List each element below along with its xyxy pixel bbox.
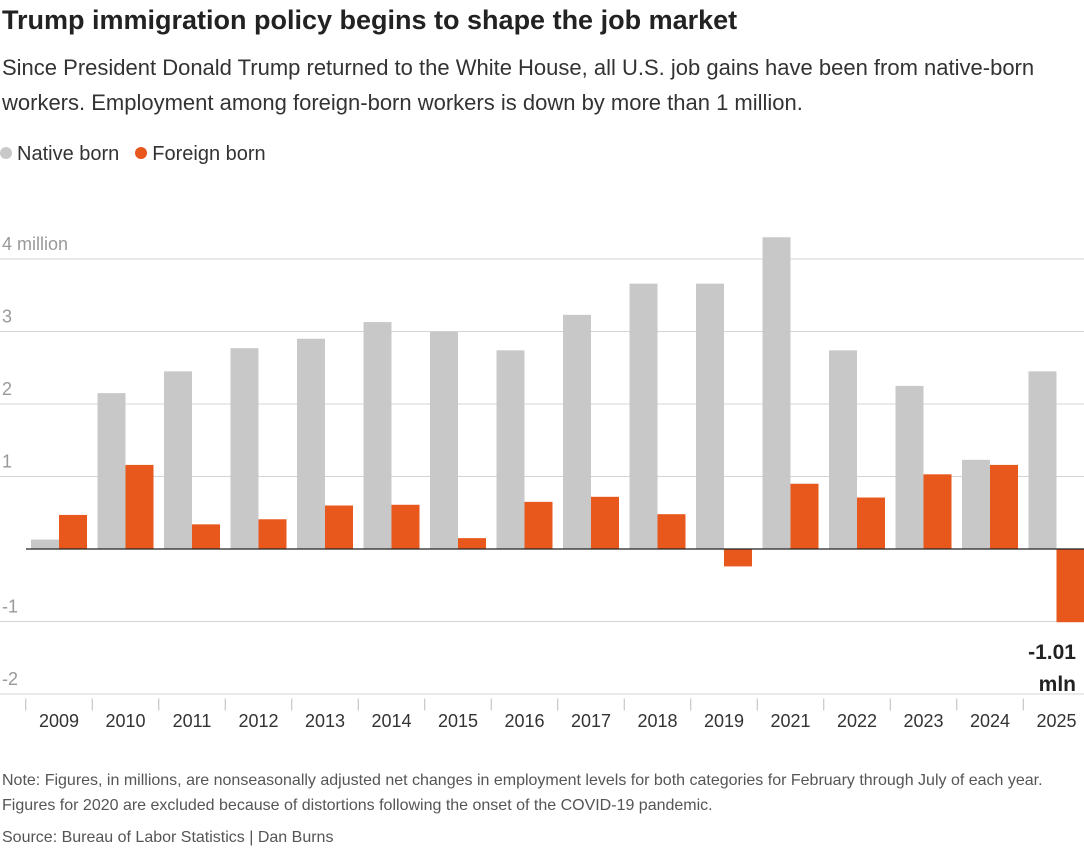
legend-label: Foreign born <box>152 143 266 165</box>
y-tick-label: 1 <box>2 451 12 471</box>
x-tick-label: 2009 <box>39 711 79 731</box>
x-tick-label: 2014 <box>371 711 411 731</box>
bar <box>164 371 192 549</box>
x-tick-label: 2022 <box>837 711 877 731</box>
x-tick-label: 2013 <box>305 711 345 731</box>
x-tick-label: 2012 <box>238 711 278 731</box>
legend: Native born Foreign born <box>0 143 266 166</box>
x-tick-label: 2019 <box>704 711 744 731</box>
x-tick-label: 2015 <box>438 711 478 731</box>
bar <box>297 338 325 549</box>
bar <box>430 331 458 549</box>
bar <box>1056 549 1084 623</box>
y-tick-label: -1 <box>2 596 18 616</box>
bar <box>895 385 924 549</box>
bar <box>857 497 885 549</box>
y-tick-label: -2 <box>2 669 18 689</box>
bar <box>762 237 791 549</box>
bar <box>629 283 658 549</box>
chart-title: Trump immigration policy begins to shape… <box>2 5 738 35</box>
x-tick-label: 2025 <box>1036 711 1076 731</box>
x-tick-label: 2017 <box>571 711 611 731</box>
x-tick-label: 2010 <box>105 711 145 731</box>
chart-subtitle: Since President Donald Trump returned to… <box>2 55 1035 115</box>
bar <box>458 538 486 549</box>
y-tick-label: 3 <box>2 306 12 326</box>
bar <box>59 514 87 549</box>
bar <box>829 350 857 549</box>
bar <box>591 496 619 549</box>
y-tick-label: 4 million <box>2 234 68 254</box>
bar <box>391 504 420 549</box>
bar <box>363 322 392 549</box>
bar <box>962 459 990 549</box>
legend-item: Foreign born <box>135 143 266 166</box>
bar <box>923 474 952 549</box>
x-tick-label: 2016 <box>504 711 544 731</box>
note: Note: Figures, in millions, are nonseaso… <box>2 772 1043 814</box>
bar <box>790 483 819 549</box>
bar <box>563 314 591 549</box>
x-tick-label: 2011 <box>173 711 212 731</box>
bar <box>325 505 353 549</box>
legend-label: Native born <box>17 143 120 165</box>
bar <box>657 514 686 549</box>
bar <box>192 524 220 549</box>
legend-swatch <box>0 147 12 159</box>
x-tick-label: 2023 <box>903 711 943 731</box>
bar <box>724 549 752 567</box>
bar <box>31 539 59 549</box>
bar <box>258 519 287 549</box>
legend-swatch <box>135 147 148 159</box>
bar <box>990 464 1018 549</box>
bar <box>125 464 154 549</box>
y-tick-label: 2 <box>2 379 12 399</box>
legend-item: Native born <box>0 143 119 166</box>
data-label: -1.01 mln <box>1028 641 1076 696</box>
bar <box>524 501 553 549</box>
bar <box>1028 371 1057 549</box>
x-tick-label: 2024 <box>970 711 1010 731</box>
x-tick-label: 2018 <box>637 711 677 731</box>
bar <box>230 348 259 549</box>
bar <box>496 350 525 549</box>
bar <box>97 393 126 549</box>
x-tick-label: 2021 <box>770 711 810 731</box>
source: Source: Bureau of Labor Statistics | Dan… <box>2 829 334 846</box>
bar <box>696 283 724 549</box>
